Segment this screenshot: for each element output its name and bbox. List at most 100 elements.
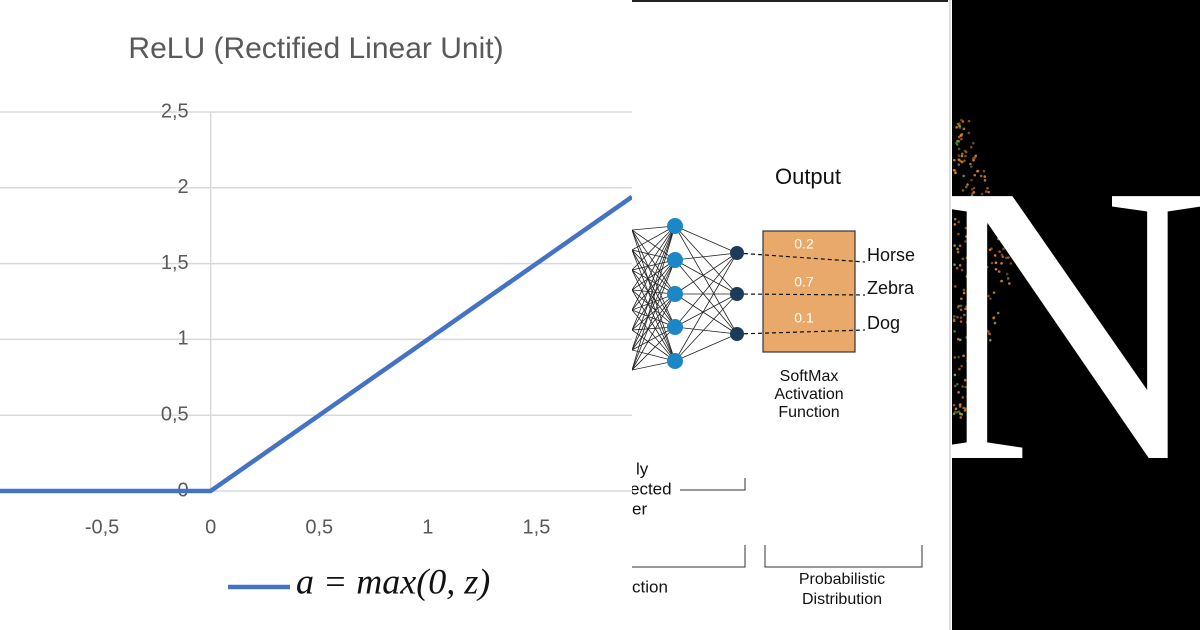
layer-label: ected — [632, 479, 672, 498]
spark — [984, 322, 987, 326]
spark — [969, 411, 973, 415]
spark — [960, 297, 963, 300]
spark — [960, 154, 964, 158]
spark — [965, 275, 969, 278]
x-tick-label: 0,5 — [305, 516, 333, 538]
spark — [968, 377, 971, 380]
spark — [961, 120, 965, 123]
y-tick-label: 0,5 — [161, 403, 189, 425]
x-tick-label: -0,5 — [85, 516, 119, 538]
spark — [964, 307, 967, 311]
spark — [964, 385, 967, 389]
spark — [953, 244, 956, 247]
spark — [967, 403, 971, 407]
spark — [958, 367, 961, 371]
softmax-diagram: Output 0.2 Horse 0.7 Zebra 0.1 Dog SoftMax Ac… — [632, 0, 952, 630]
spark — [972, 363, 975, 366]
edge — [632, 225, 676, 311]
spark — [993, 321, 997, 325]
spark — [1007, 256, 1010, 259]
spark — [983, 309, 987, 313]
spark — [953, 315, 956, 318]
spark — [973, 299, 976, 303]
layer-label: ly — [636, 459, 649, 478]
spark — [983, 179, 987, 182]
softmax-label: Activation — [774, 386, 843, 403]
spark — [965, 320, 969, 324]
edge — [632, 225, 676, 371]
spark — [987, 212, 991, 216]
spark — [952, 403, 956, 407]
output-label: Dog — [867, 313, 900, 333]
spark — [983, 285, 987, 289]
edge — [674, 333, 738, 362]
softmax-label: Function — [778, 404, 839, 421]
spark — [965, 305, 968, 309]
spark — [953, 330, 956, 333]
bottom-brackets — [632, 545, 923, 568]
outputs: 0.2 Horse 0.7 Zebra 0.1 Dog — [730, 236, 915, 341]
spark — [987, 330, 990, 333]
spark — [973, 173, 977, 177]
edge — [632, 225, 676, 291]
spark — [953, 373, 957, 377]
spark — [981, 243, 984, 247]
spark — [956, 337, 960, 341]
spark — [975, 217, 979, 220]
spark — [961, 189, 965, 192]
spark — [972, 186, 976, 190]
spark — [994, 261, 998, 265]
spark — [975, 294, 979, 298]
spark — [963, 407, 967, 410]
spark — [964, 185, 968, 189]
spark — [957, 410, 961, 414]
spark — [966, 375, 970, 379]
spark — [953, 158, 956, 162]
spark — [956, 315, 959, 319]
output-label: Zebra — [867, 278, 915, 298]
spark — [963, 159, 966, 163]
spark — [1000, 279, 1004, 283]
spark — [970, 188, 974, 191]
spark — [1005, 272, 1009, 276]
spark — [957, 304, 961, 308]
spark — [967, 264, 970, 267]
output-node — [730, 246, 744, 260]
spark — [966, 201, 970, 205]
dash-line — [736, 252, 866, 263]
spark — [955, 266, 959, 270]
edge — [674, 293, 738, 362]
spark — [971, 339, 975, 343]
spark — [992, 291, 996, 294]
spark — [974, 373, 977, 376]
spark — [974, 380, 978, 384]
x-tick-label: 1 — [422, 516, 433, 538]
spark — [971, 301, 975, 305]
spark — [957, 154, 961, 157]
hidden-node — [667, 252, 683, 268]
spark — [962, 174, 965, 178]
spark — [980, 239, 983, 243]
spark — [953, 223, 957, 226]
spark — [962, 288, 966, 292]
spark — [962, 127, 966, 131]
spark — [970, 367, 974, 371]
spark — [961, 257, 965, 261]
spark — [976, 352, 980, 356]
spark — [959, 416, 963, 419]
spark — [990, 200, 994, 203]
spark — [974, 154, 978, 158]
spark — [976, 201, 979, 205]
spark — [986, 186, 989, 190]
spark — [972, 158, 975, 162]
output-value: 0.1 — [794, 310, 814, 326]
spark — [956, 382, 959, 386]
spark — [958, 122, 961, 125]
spark — [969, 162, 972, 166]
spark — [970, 178, 973, 182]
layer-label: er — [632, 499, 647, 518]
spark — [968, 272, 971, 275]
spark — [957, 135, 961, 139]
spark — [1002, 247, 1005, 251]
spark — [953, 263, 956, 266]
